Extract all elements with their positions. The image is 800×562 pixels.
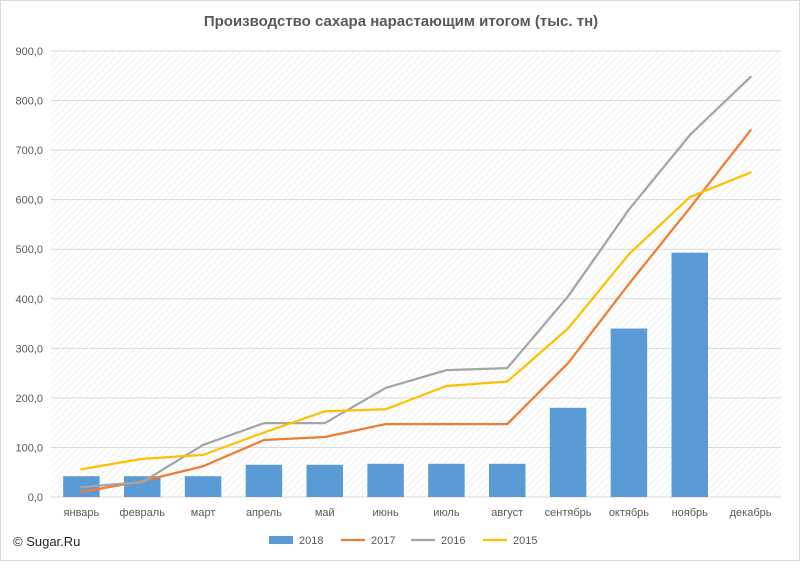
- y-tick-label: 200,0: [15, 393, 43, 405]
- x-tick-label: май: [315, 507, 335, 519]
- plot-area: [51, 51, 781, 497]
- x-tick-label: июль: [433, 507, 460, 519]
- bar-2018: [671, 252, 708, 497]
- bar-2018: [489, 463, 526, 497]
- bar-2018: [367, 463, 404, 497]
- x-tick-label: декабрь: [730, 507, 772, 519]
- line-series-2015: [80, 171, 752, 471]
- x-tick-label: январь: [64, 507, 100, 519]
- y-tick-label: 500,0: [15, 244, 43, 256]
- bar-2018: [306, 464, 343, 497]
- bar-2018: [428, 463, 465, 497]
- x-tick-label: сентябрь: [545, 507, 592, 519]
- x-tick-label: ноябрь: [672, 507, 709, 519]
- y-tick-label: 0,0: [28, 492, 43, 504]
- legend-label-2016: 2016: [441, 535, 465, 547]
- x-tick-label: октябрь: [609, 507, 649, 519]
- bar-2018: [245, 464, 283, 497]
- y-tick-label: 600,0: [15, 195, 43, 207]
- y-tick-label: 300,0: [15, 343, 43, 355]
- legend-label-2015: 2015: [513, 535, 537, 547]
- legend-label-2017: 2017: [371, 535, 395, 547]
- line-series-2017: [80, 129, 752, 494]
- y-tick-label: 900,0: [15, 46, 43, 58]
- y-tick-label: 100,0: [15, 442, 43, 454]
- y-tick-label: 800,0: [15, 96, 43, 108]
- bar-2018: [610, 328, 648, 497]
- x-tick-label: июнь: [372, 507, 398, 519]
- y-tick-label: 400,0: [15, 294, 43, 306]
- line-series-2016: [80, 75, 752, 489]
- legend-label-2018: 2018: [299, 535, 323, 547]
- x-tick-label: апрель: [246, 507, 282, 519]
- x-tick-label: август: [491, 507, 523, 519]
- y-tick-label: 700,0: [15, 145, 43, 157]
- x-tick-label: февраль: [120, 507, 166, 519]
- bar-2018: [124, 476, 161, 497]
- x-tick-label: март: [191, 507, 216, 519]
- chart-title: Производство сахара нарастающим итогом (…: [203, 13, 599, 30]
- bar-2018: [184, 476, 222, 497]
- copyright-watermark: © Sugar.Ru: [13, 534, 81, 549]
- legend-swatch-2018: [269, 536, 293, 544]
- bar-2018: [549, 407, 587, 497]
